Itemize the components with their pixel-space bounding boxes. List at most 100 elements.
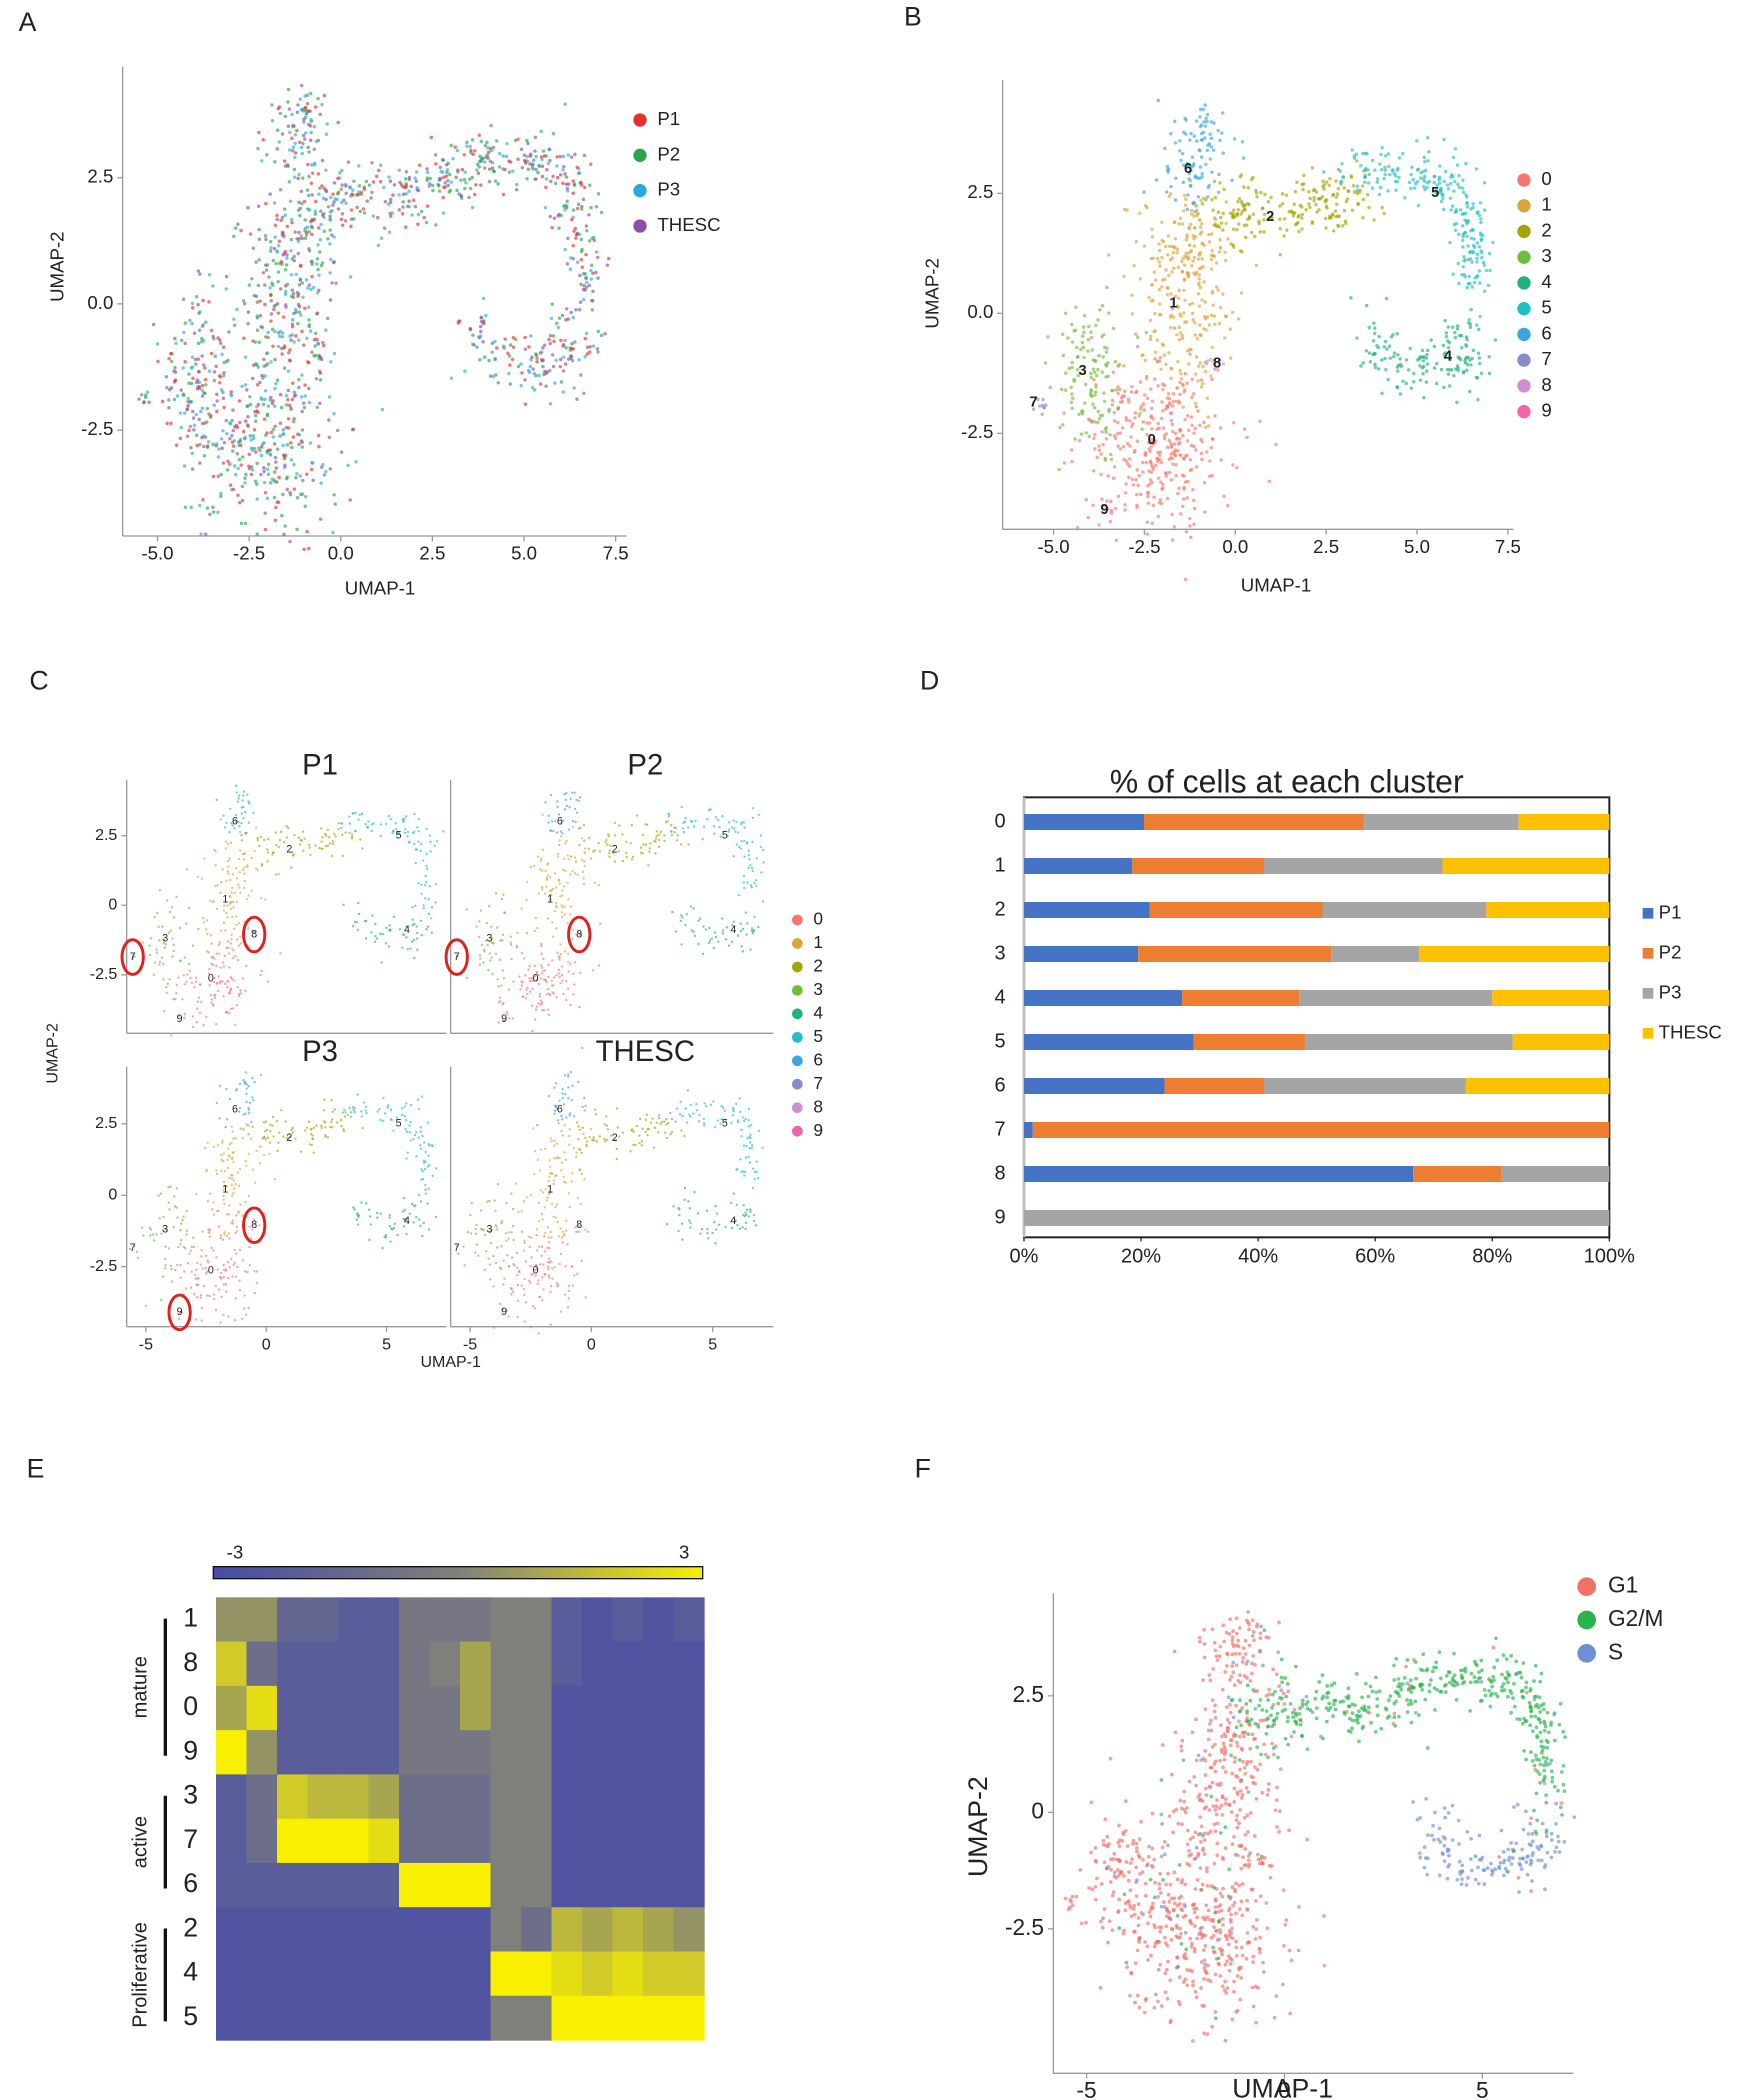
cell-dot xyxy=(421,1177,425,1181)
cell-dot xyxy=(1453,147,1458,151)
cell-dot xyxy=(360,1115,363,1118)
cell-dot xyxy=(654,837,658,840)
cell-dot xyxy=(273,329,277,334)
cell-dot xyxy=(1091,402,1095,406)
cell-dot xyxy=(1487,371,1492,376)
cell-dot xyxy=(319,827,323,830)
cell-dot xyxy=(229,907,233,911)
cell-dot xyxy=(291,854,295,857)
cell-dot xyxy=(1355,188,1359,193)
cell-dot xyxy=(173,365,177,370)
cell-dot xyxy=(396,1233,399,1237)
cell-dot xyxy=(1216,210,1221,214)
cell-dot xyxy=(1470,285,1474,289)
cell-dot xyxy=(199,1294,203,1297)
cell-dot xyxy=(644,823,647,826)
cell-dot xyxy=(310,460,314,465)
cell-dot xyxy=(1182,209,1186,213)
cell-dot xyxy=(401,1113,404,1117)
cell-dot xyxy=(1340,224,1345,228)
cell-dot xyxy=(216,883,219,887)
cell-dot xyxy=(239,989,242,992)
cell-dot xyxy=(1235,213,1239,218)
cell-dot xyxy=(1066,336,1070,340)
cell-dot xyxy=(1096,318,1100,322)
cell-dot xyxy=(249,472,254,477)
cell-dot xyxy=(539,857,543,860)
cell-dot xyxy=(222,1152,226,1155)
cell-dot xyxy=(514,188,519,192)
cell-dot xyxy=(320,1126,323,1130)
cell-dot xyxy=(1342,208,1347,213)
cell-dot xyxy=(229,878,232,882)
cell-dot xyxy=(416,222,420,226)
cell-dot xyxy=(187,381,191,385)
cell-dot xyxy=(256,446,261,451)
cell-dot xyxy=(727,944,731,947)
cell-dot xyxy=(426,1165,429,1168)
cell-dot xyxy=(1149,387,1153,391)
cell-dot xyxy=(183,1016,186,1020)
cell-dot xyxy=(185,922,188,925)
cell-dot xyxy=(587,283,592,288)
cell-dot xyxy=(174,443,179,447)
cell-dot xyxy=(532,1127,535,1130)
cell-dot xyxy=(320,840,323,843)
cell-dot xyxy=(251,1076,254,1080)
cell-dot xyxy=(1118,431,1123,435)
cell-dot xyxy=(268,1141,272,1144)
cell-dot xyxy=(188,318,192,323)
cell-dot xyxy=(1061,423,1065,427)
cell-dot xyxy=(559,952,562,956)
cell-dot xyxy=(224,840,228,843)
cell-dot xyxy=(549,1137,552,1140)
cell-dot xyxy=(1339,179,1344,183)
cell-dot xyxy=(153,1239,156,1242)
cell-dot xyxy=(348,815,351,818)
cell-dot xyxy=(274,505,278,510)
cell-dot xyxy=(197,996,201,999)
cell-dot xyxy=(589,277,594,281)
cell-dot xyxy=(328,298,333,302)
cell-dot xyxy=(284,403,289,407)
cell-dot xyxy=(478,154,482,158)
cell-dot xyxy=(276,311,281,315)
cell-dot xyxy=(1101,503,1106,508)
cell-dot xyxy=(1136,335,1140,340)
cell-dot xyxy=(288,199,293,203)
cell-dot xyxy=(1173,119,1177,124)
cell-dot xyxy=(1199,378,1204,382)
cell-dot xyxy=(255,461,259,466)
cell-dot xyxy=(228,894,231,898)
cell-dot xyxy=(561,355,566,359)
cluster-label: 3 xyxy=(1079,363,1087,379)
cell-dot xyxy=(425,167,429,171)
cell-dot xyxy=(527,345,531,349)
cell-dot xyxy=(415,1155,418,1158)
cell-dot xyxy=(741,950,745,953)
cell-dot xyxy=(1210,197,1214,202)
cell-dot xyxy=(230,1183,234,1186)
cell-dot xyxy=(317,273,321,277)
cell-dot xyxy=(310,226,314,230)
cell-dot xyxy=(213,996,217,999)
cell-dot xyxy=(216,474,221,479)
cell-dot xyxy=(555,901,558,905)
cell-dot xyxy=(1476,210,1480,214)
cell-dot xyxy=(1472,245,1477,249)
cell-dot xyxy=(553,1157,556,1160)
cell-dot xyxy=(426,925,430,928)
cell-dot xyxy=(214,364,218,369)
cell-dot xyxy=(1160,285,1164,289)
cell-dot xyxy=(184,1247,187,1250)
cell-dot xyxy=(1219,221,1224,225)
cell-dot xyxy=(160,1232,163,1235)
cell-dot xyxy=(575,811,579,814)
cell-dot xyxy=(1116,431,1120,436)
legend-label: THESC xyxy=(657,214,720,235)
cell-dot xyxy=(555,1203,559,1206)
cell-dot xyxy=(1121,445,1126,449)
cell-dot xyxy=(558,882,561,885)
cell-dot xyxy=(540,964,543,967)
cell-dot xyxy=(215,1022,218,1026)
